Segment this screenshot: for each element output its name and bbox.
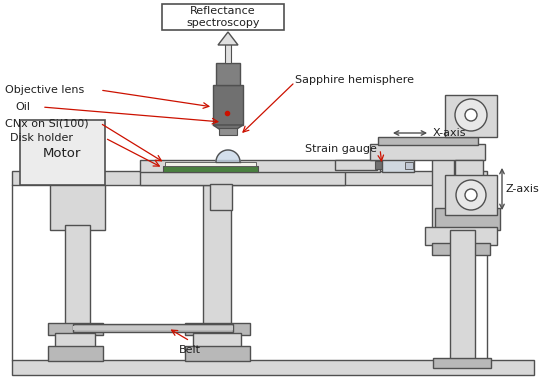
Bar [216,63,240,85]
Bar [445,175,497,215]
Bar [375,161,383,169]
Text: Reflectance
spectroscopy: Reflectance spectroscopy [186,6,260,28]
Circle shape [456,180,486,210]
Circle shape [465,109,477,121]
Text: CNx on Si(100): CNx on Si(100) [5,118,89,128]
Bar [73,326,233,330]
Bar [450,230,475,360]
Text: Objective lens: Objective lens [5,85,84,95]
Text: Z-axis: Z-axis [505,184,539,194]
Bar [433,358,491,368]
Text: Strain gauge: Strain gauge [305,144,377,154]
Bar [435,208,500,230]
Bar [432,243,490,255]
Polygon shape [213,125,243,129]
Bar [12,171,487,185]
Text: X-axis: X-axis [433,128,466,138]
Bar [48,346,103,361]
Bar [165,162,256,166]
Bar [219,128,237,135]
Bar [370,144,485,160]
Bar [432,149,454,229]
Bar [140,171,345,185]
Bar [12,360,534,375]
Text: Belt: Belt [179,345,201,355]
Bar [185,323,250,335]
Bar [50,185,105,230]
Bar [162,4,284,30]
Bar [203,185,231,325]
Bar [455,160,483,210]
Text: Disk holder: Disk holder [10,133,73,143]
Bar [65,225,90,325]
Circle shape [455,99,487,131]
Bar [425,227,497,245]
Bar [335,160,377,170]
Bar [213,85,243,125]
Bar [48,323,103,335]
Bar [185,346,250,361]
Bar [163,166,258,172]
Text: Sapphire hemisphere: Sapphire hemisphere [295,75,414,85]
Circle shape [465,189,477,201]
Bar [210,184,232,210]
Bar [378,137,478,145]
Text: Oil: Oil [15,102,30,112]
Bar [140,160,380,172]
Polygon shape [216,150,240,162]
Bar [73,324,233,332]
Bar [20,120,105,185]
Bar [382,158,414,172]
Bar [405,162,413,169]
Polygon shape [218,32,238,45]
Bar [225,41,231,63]
Text: Motor: Motor [43,147,81,159]
Bar [55,333,95,347]
Bar [193,333,241,347]
Bar [445,95,497,137]
